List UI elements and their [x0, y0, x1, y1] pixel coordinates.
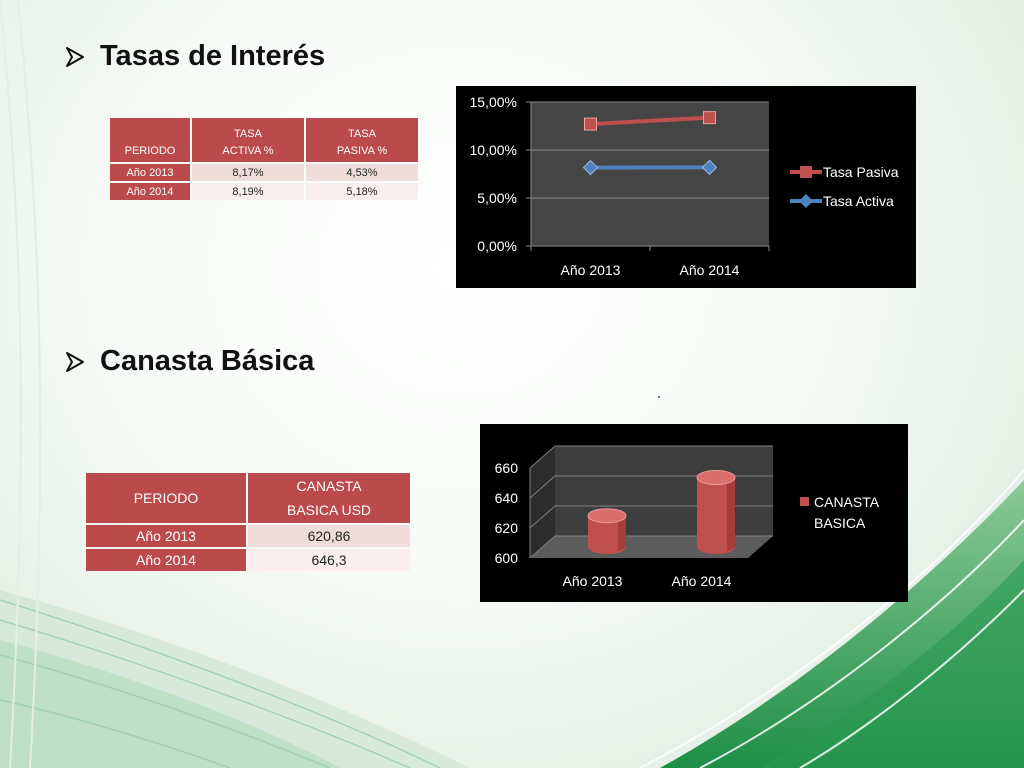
row-tasa-activa: 8,19% [192, 183, 304, 200]
header-canasta-line2: BASICA USD [286, 502, 372, 518]
header-tasa-activa-line2: ACTIVA % [222, 145, 274, 157]
data-point-tasa-pasiva [703, 111, 716, 125]
plot-area [531, 102, 769, 246]
y-tick-label: 10,00% [470, 142, 517, 158]
header-tasa-pasiva: TASA PASIVA % [306, 118, 418, 162]
gridline-side [529, 475, 556, 499]
heading-canasta-text: Canasta Básica [100, 345, 315, 377]
x-tick-label: Año 2014 [672, 573, 732, 589]
gridline-side [529, 535, 556, 559]
legend-label: Tasa Pasiva [823, 164, 899, 180]
stray-dot [658, 396, 660, 398]
back-wall [555, 446, 773, 536]
row-periodo: Año 2013 [86, 525, 246, 547]
legend-marker [799, 194, 813, 208]
y-tick-label: 620 [495, 520, 519, 536]
data-point-tasa-activa [701, 159, 718, 176]
side-wall [530, 446, 555, 558]
table-row: Año 2014 8,19% 5,18% [110, 183, 418, 200]
canasta-bar-chart: 600 620 640 660 Año 2013 Año 2014 CANASTA BASIC… [480, 424, 908, 602]
bar-cylinder-top [696, 470, 736, 486]
x-tick-label: Año 2013 [561, 262, 621, 278]
legend-marker [800, 166, 812, 178]
heading-tasas-text: Tasas de Interés [100, 40, 326, 72]
row-tasa-activa: 8,17% [192, 164, 304, 181]
row-periodo: Año 2014 [110, 183, 190, 200]
x-tick-label: Año 2014 [680, 262, 740, 278]
legend-label: CANASTA [814, 494, 880, 510]
bar-cylinder-body [697, 477, 735, 554]
tasas-line-chart-svg: 0,00% 5,00% 10,00% 15,00% Año 2013 Año 2014 Ta… [470, 94, 899, 278]
table-row: Año 2013 8,17% 4,53% [110, 164, 418, 181]
series-line-tasa-pasiva [590, 115, 710, 127]
header-canasta: CANASTA BASICA USD [248, 473, 410, 523]
tasas-table: PERIODO TASA ACTIVA % TASA PASIVA % Año 20… [108, 116, 420, 202]
row-periodo: Año 2013 [110, 164, 190, 181]
bar-cylinder-shade [618, 515, 626, 551]
header-periodo: PERIODO [110, 118, 190, 162]
header-tasa-activa-line1: TASA [234, 128, 262, 140]
bar-cylinder-top [587, 508, 627, 524]
arrow-bullet-icon [66, 351, 84, 372]
y-tick-label: 660 [495, 460, 519, 476]
header-tasa-activa: TASA ACTIVA % [192, 118, 304, 162]
row-tasa-pasiva: 5,18% [306, 183, 418, 200]
bar-cylinder-shade [727, 477, 735, 551]
gridline-side [529, 505, 556, 529]
header-periodo: PERIODO [86, 473, 246, 523]
y-tick-label: 640 [495, 490, 519, 506]
legend-label: Tasa Activa [823, 193, 894, 209]
x-tick-label: Año 2013 [563, 573, 623, 589]
data-point-tasa-activa [582, 159, 599, 176]
bar-cylinder-body [588, 515, 626, 554]
legend-marker [800, 497, 809, 506]
table-header-row: PERIODO CANASTA BASICA USD [86, 473, 410, 523]
heading-canasta: Canasta Básica [64, 345, 314, 378]
header-canasta-line1: CANASTA [296, 478, 362, 494]
y-tick-label: 600 [495, 550, 519, 566]
header-tasa-pasiva-line2: PASIVA % [336, 145, 388, 157]
tasas-line-chart: 0,00% 5,00% 10,00% 15,00% Año 2013 Año 2014 Ta… [456, 86, 916, 288]
canasta-table: PERIODO CANASTA BASICA USD Año 2013 620,8… [84, 471, 412, 573]
row-tasa-pasiva: 4,53% [306, 164, 418, 181]
arrow-bullet-icon [66, 46, 84, 67]
heading-tasas: Tasas de Interés [64, 40, 325, 73]
gridline-side [529, 445, 556, 469]
row-periodo: Año 2014 [86, 549, 246, 571]
floor [530, 536, 773, 558]
y-tick-label: 5,00% [477, 190, 517, 206]
table-header-row: PERIODO TASA ACTIVA % TASA PASIVA % [110, 118, 418, 162]
canasta-bar-chart-svg: 600 620 640 660 Año 2013 Año 2014 CANASTA BASIC… [495, 445, 880, 589]
table-row: Año 2014 646,3 [86, 549, 410, 571]
data-point-tasa-pasiva [584, 117, 597, 131]
y-tick-label: 15,00% [470, 94, 517, 110]
row-canasta-valor: 646,3 [248, 549, 410, 571]
header-tasa-pasiva-line1: TASA [348, 128, 376, 140]
table-row: Año 2013 620,86 [86, 525, 410, 547]
legend-label: BASICA [814, 515, 866, 531]
row-canasta-valor: 620,86 [248, 525, 410, 547]
y-tick-label: 0,00% [477, 238, 517, 254]
